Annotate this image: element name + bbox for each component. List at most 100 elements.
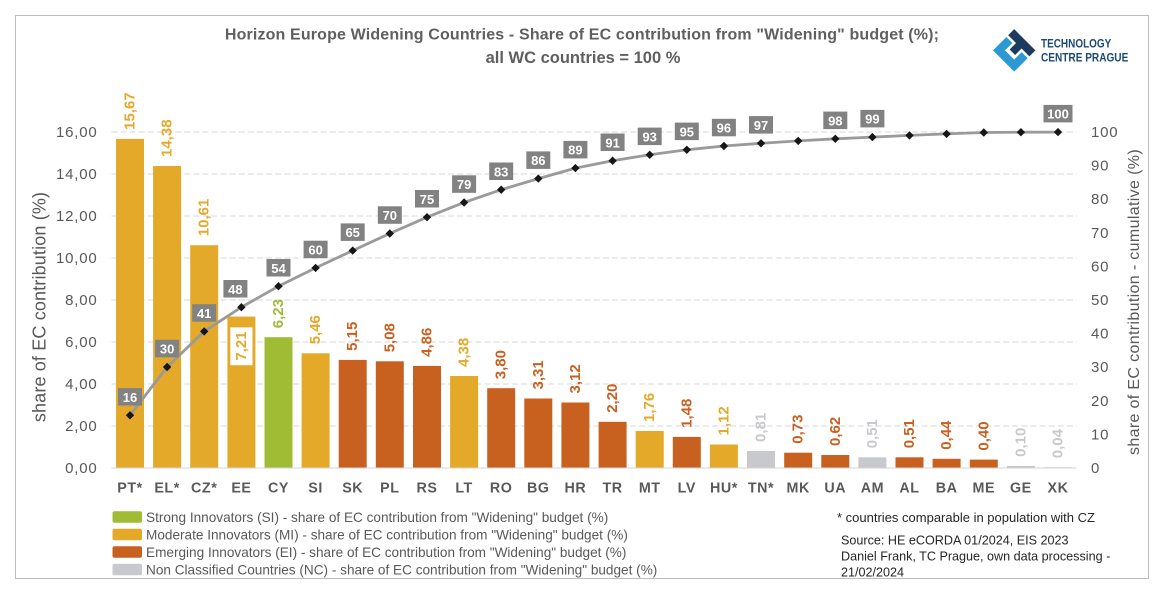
svg-text:Moderate Innovators (MI) - sha: Moderate Innovators (MI) - share of EC c… xyxy=(146,527,628,542)
svg-text:0,04: 0,04 xyxy=(1050,428,1067,458)
svg-text:Daniel Frank, TC Prague, own d: Daniel Frank, TC Prague, own data proces… xyxy=(841,550,1110,564)
svg-text:90: 90 xyxy=(1091,158,1109,175)
svg-text:share of EC contribution - cu: share of EC contribution - cumulative (%… xyxy=(1126,149,1143,455)
svg-text:CENTRE PRAGUE: CENTRE PRAGUE xyxy=(1041,50,1128,64)
svg-text:93: 93 xyxy=(642,129,656,144)
svg-text:21/02/2024: 21/02/2024 xyxy=(841,566,904,580)
svg-text:100: 100 xyxy=(1047,107,1069,122)
svg-text:LT: LT xyxy=(455,481,473,497)
svg-text:20: 20 xyxy=(1091,393,1109,410)
svg-text:UA: UA xyxy=(824,481,846,497)
svg-text:EL*: EL* xyxy=(154,481,179,497)
svg-text:all WC countries = 100 %: all WC countries = 100 % xyxy=(486,49,681,67)
svg-text:4,00: 4,00 xyxy=(65,376,97,393)
svg-text:96: 96 xyxy=(717,121,731,136)
svg-text:30: 30 xyxy=(160,342,174,357)
svg-text:TN*: TN* xyxy=(748,481,774,497)
svg-text:SI: SI xyxy=(308,481,323,497)
svg-text:GE: GE xyxy=(1010,481,1032,497)
svg-text:TECHNOLOGY: TECHNOLOGY xyxy=(1041,37,1111,51)
svg-text:CY: CY xyxy=(268,481,289,497)
svg-text:99: 99 xyxy=(865,112,879,127)
svg-text:Emerging Innovators (EI) - sha: Emerging Innovators (EI) - share of EC c… xyxy=(146,545,626,560)
svg-text:54: 54 xyxy=(271,261,286,276)
svg-text:97: 97 xyxy=(754,118,768,133)
svg-text:7,21: 7,21 xyxy=(233,331,250,360)
svg-text:Source: HE eCORDA 01/2024, EIS: Source: HE eCORDA 01/2024, EIS 2023 xyxy=(841,534,1069,548)
svg-text:10,00: 10,00 xyxy=(56,250,98,267)
svg-text:65: 65 xyxy=(345,225,359,240)
svg-text:10,61: 10,61 xyxy=(196,199,213,237)
svg-text:83: 83 xyxy=(494,164,508,179)
svg-text:8,00: 8,00 xyxy=(65,292,97,309)
svg-text:40: 40 xyxy=(1091,326,1109,343)
svg-text:4,86: 4,86 xyxy=(419,328,436,357)
svg-text:50: 50 xyxy=(1091,292,1109,309)
svg-text:75: 75 xyxy=(420,192,434,207)
svg-text:Horizon Europe Widening Countr: Horizon Europe Widening Countries - Shar… xyxy=(225,27,939,44)
svg-text:100: 100 xyxy=(1091,124,1118,141)
svg-text:Non Classified Countries (NC): Non Classified Countries (NC) - share of… xyxy=(146,562,657,577)
svg-text:BA: BA xyxy=(936,481,958,497)
svg-text:1,76: 1,76 xyxy=(641,393,658,422)
svg-text:79: 79 xyxy=(457,177,471,192)
svg-text:60: 60 xyxy=(1091,258,1109,275)
svg-text:95: 95 xyxy=(680,124,694,139)
svg-text:0,81: 0,81 xyxy=(753,413,770,442)
svg-text:0,51: 0,51 xyxy=(864,419,881,448)
svg-text:0: 0 xyxy=(1091,460,1100,477)
svg-text:HR: HR xyxy=(565,481,587,497)
svg-text:RS: RS xyxy=(417,481,438,497)
svg-text:5,46: 5,46 xyxy=(307,315,324,344)
svg-text:LV: LV xyxy=(678,481,696,497)
svg-text:TR: TR xyxy=(603,481,623,497)
svg-text:89: 89 xyxy=(568,143,582,158)
svg-text:BG: BG xyxy=(527,481,550,497)
svg-text:3,12: 3,12 xyxy=(567,364,584,393)
svg-text:6,23: 6,23 xyxy=(270,299,287,328)
svg-text:Strong Innovators (SI) - share: Strong Innovators (SI) - share of EC con… xyxy=(146,510,608,525)
svg-text:AL: AL xyxy=(899,481,919,497)
svg-text:EE: EE xyxy=(231,481,251,497)
svg-text:PL: PL xyxy=(380,481,399,497)
svg-text:41: 41 xyxy=(197,306,211,321)
svg-text:AM: AM xyxy=(861,481,884,497)
svg-text:2,00: 2,00 xyxy=(65,418,97,435)
svg-text:RO: RO xyxy=(490,481,513,497)
svg-text:HU*: HU* xyxy=(710,481,738,497)
svg-text:MK: MK xyxy=(787,481,810,497)
svg-text:0,00: 0,00 xyxy=(65,460,97,477)
svg-text:12,00: 12,00 xyxy=(56,208,98,225)
svg-text:6,00: 6,00 xyxy=(65,334,97,351)
svg-text:ME: ME xyxy=(973,481,996,497)
svg-text:14,38: 14,38 xyxy=(159,119,176,157)
svg-text:MT: MT xyxy=(639,481,661,497)
svg-text:4,38: 4,38 xyxy=(456,338,473,367)
svg-text:0,62: 0,62 xyxy=(827,417,844,446)
svg-text:3,80: 3,80 xyxy=(493,350,510,379)
svg-text:0,73: 0,73 xyxy=(790,414,807,443)
svg-text:30: 30 xyxy=(1091,359,1109,376)
svg-text:60: 60 xyxy=(308,243,322,258)
svg-text:98: 98 xyxy=(828,113,842,128)
svg-text:* countries comparable in popu: * countries comparable in population wit… xyxy=(837,510,1095,525)
svg-text:SK: SK xyxy=(342,481,363,497)
svg-text:1,12: 1,12 xyxy=(715,406,732,435)
svg-text:86: 86 xyxy=(531,153,545,168)
svg-text:70: 70 xyxy=(383,208,397,223)
svg-text:80: 80 xyxy=(1091,191,1109,208)
svg-text:CZ*: CZ* xyxy=(191,481,217,497)
svg-text:5,15: 5,15 xyxy=(344,322,361,351)
svg-text:15,67: 15,67 xyxy=(122,92,139,130)
svg-text:0,10: 0,10 xyxy=(1012,428,1029,457)
svg-text:PT*: PT* xyxy=(117,481,142,497)
svg-text:16: 16 xyxy=(123,390,137,405)
svg-text:91: 91 xyxy=(605,135,619,150)
svg-text:XK: XK xyxy=(1048,481,1069,497)
svg-text:48: 48 xyxy=(228,282,242,297)
svg-text:3,31: 3,31 xyxy=(530,360,547,389)
svg-text:10: 10 xyxy=(1091,426,1109,443)
svg-text:14,00: 14,00 xyxy=(56,166,98,183)
svg-text:1,48: 1,48 xyxy=(678,399,695,428)
svg-text:0,51: 0,51 xyxy=(901,419,918,448)
